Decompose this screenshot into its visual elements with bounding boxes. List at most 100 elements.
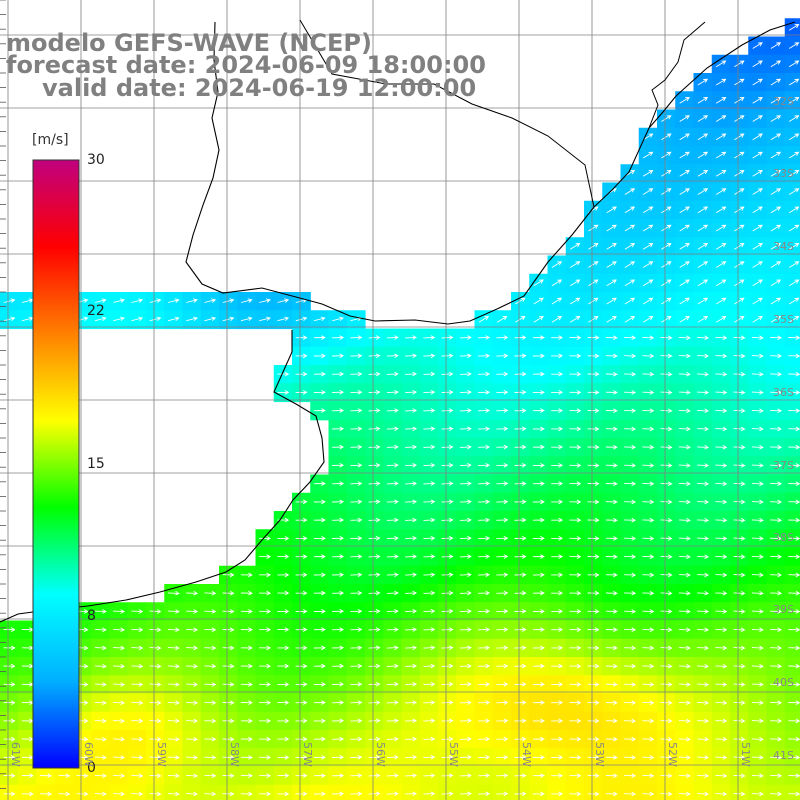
wind-arrow [532, 663, 545, 669]
wind-arrow [624, 572, 637, 578]
lon-label: 59W [155, 742, 168, 767]
wind-arrow [313, 682, 326, 687]
wind-arrow [332, 499, 345, 505]
wind-arrow [605, 627, 618, 633]
wind-arrow [313, 390, 326, 395]
wind-arrow [386, 462, 399, 468]
wind-arrow [533, 279, 544, 287]
wind-arrow [295, 572, 308, 578]
wind-arrow [788, 115, 800, 122]
wind-arrow [587, 718, 600, 724]
field-cell [127, 784, 147, 800]
wind-arrow [423, 462, 436, 468]
wind-arrow [3, 736, 16, 742]
wind-arrow [660, 554, 673, 560]
wind-arrow [697, 755, 710, 760]
wind-arrow [678, 390, 691, 395]
wind-arrow [752, 279, 763, 287]
wind-arrow [697, 590, 710, 596]
wind-arrow [496, 335, 509, 340]
wind-arrow [788, 682, 800, 687]
wind-arrow [405, 736, 418, 742]
lon-label: 51W [739, 742, 752, 767]
wind-arrow [752, 224, 763, 232]
wind-arrow [751, 773, 764, 779]
wind-arrow [240, 572, 253, 578]
wind-arrow [167, 590, 180, 596]
wind-arrow [751, 682, 764, 687]
wind-arrow [551, 590, 564, 596]
wind-arrow [405, 681, 418, 687]
wind-arrow [752, 170, 763, 177]
wind-arrow [788, 390, 800, 395]
wind-arrow [532, 444, 545, 450]
wind-arrow [332, 353, 345, 359]
wind-arrow [368, 535, 381, 541]
wind-arrow [441, 353, 454, 359]
wind-arrow [149, 791, 162, 797]
wind-arrow [332, 718, 345, 724]
wind-arrow [715, 627, 728, 633]
wind-arrow [679, 224, 690, 232]
wind-arrow [569, 700, 582, 705]
wind-arrow [532, 645, 545, 651]
wind-arrow [350, 371, 363, 377]
wind-arrow [149, 663, 162, 669]
wind-arrow [642, 791, 655, 797]
wind-arrow [642, 645, 655, 651]
wind-arrow [514, 389, 527, 395]
wind-arrow [94, 700, 107, 706]
wind-arrow [478, 517, 491, 523]
wind-arrow [332, 754, 345, 760]
wind-arrow [295, 335, 308, 340]
wind-arrow [423, 389, 436, 395]
wind-arrow [423, 718, 436, 724]
wind-arrow [222, 755, 235, 760]
field-cell [784, 91, 800, 111]
wind-arrow [660, 499, 673, 505]
wind-arrow [587, 736, 600, 742]
wind-arrow [496, 572, 509, 578]
wind-arrow [167, 682, 180, 687]
wind-arrow [697, 316, 709, 323]
wind-arrow [332, 535, 345, 541]
wind-arrow [605, 499, 618, 505]
wind-arrow [441, 335, 454, 340]
wind-arrow [533, 316, 544, 323]
wind-arrow [715, 353, 728, 359]
wind-arrow [734, 151, 745, 159]
wind-arrow [624, 663, 637, 669]
wind-arrow [514, 754, 527, 760]
wind-arrow [496, 408, 509, 413]
wind-arrow [661, 206, 672, 214]
wind-arrow [167, 609, 180, 614]
coastline [0, 330, 325, 623]
wind-arrow [240, 718, 253, 724]
wind-arrow [715, 78, 727, 86]
wind-arrow [423, 608, 436, 614]
wind-arrow [587, 572, 600, 578]
field-cell [200, 784, 220, 800]
wind-arrow [496, 736, 509, 742]
wind-arrow [678, 718, 691, 724]
wind-arrow [788, 60, 800, 68]
wind-arrow [788, 444, 800, 450]
wind-arrow [131, 316, 144, 322]
wind-arrow [459, 335, 472, 340]
wind-arrow [113, 736, 126, 742]
wind-arrow [423, 444, 436, 450]
wind-arrow [478, 627, 491, 632]
wind-arrow [733, 609, 746, 614]
field-cell [328, 784, 348, 800]
coastline [185, 21, 796, 325]
wind-arrow [113, 627, 126, 633]
wind-arrow [368, 517, 381, 523]
wind-arrow [386, 663, 399, 669]
wind-arrow [532, 755, 545, 760]
wind-arrow [551, 682, 564, 687]
colorbar-tick: 0 [87, 760, 96, 776]
wind-arrow [441, 590, 454, 596]
wind-arrow [770, 42, 782, 49]
wind-arrow [94, 316, 107, 322]
